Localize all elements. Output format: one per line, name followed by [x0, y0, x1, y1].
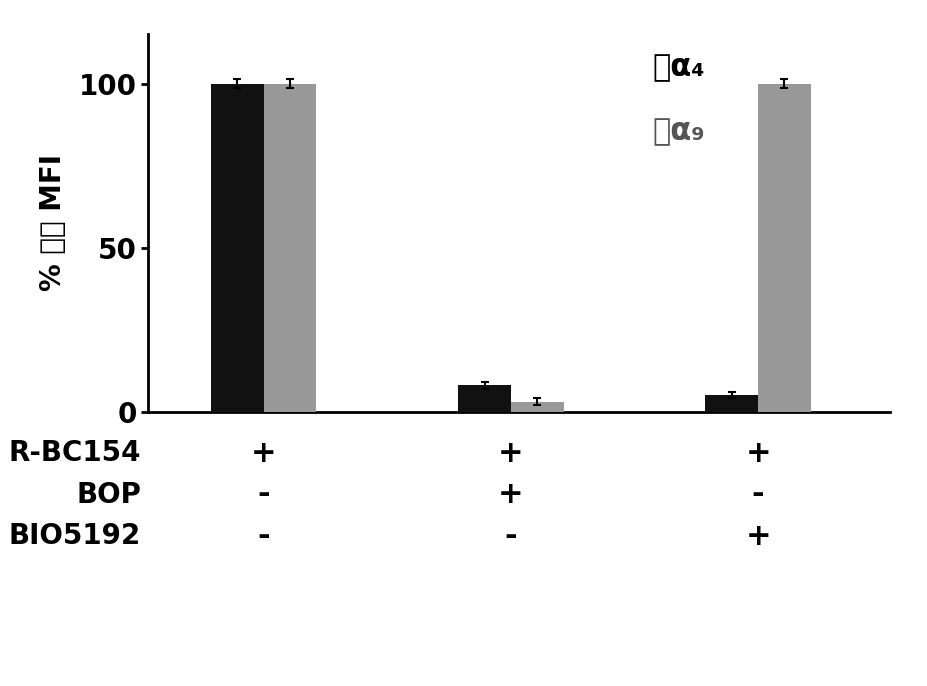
Text: R-BC154: R-BC154: [8, 439, 141, 467]
Text: -: -: [504, 521, 517, 551]
Bar: [263, 84, 316, 412]
Bar: [511, 402, 564, 412]
Bar: [758, 84, 811, 412]
Text: +: +: [498, 480, 524, 509]
Text: +: +: [498, 438, 524, 468]
Text: 人α₄: 人α₄: [653, 54, 705, 82]
Text: 人α₉: 人α₉: [653, 117, 705, 146]
Text: BOP: BOP: [76, 481, 141, 508]
Text: BIO5192: BIO5192: [8, 522, 141, 550]
Text: +: +: [745, 438, 771, 468]
Text: +: +: [251, 438, 276, 468]
Bar: [705, 395, 758, 412]
Text: -: -: [258, 521, 270, 551]
Bar: [211, 84, 263, 412]
Text: -: -: [752, 480, 765, 509]
Y-axis label: % 最大 MFI: % 最大 MFI: [40, 154, 68, 292]
Text: +: +: [745, 521, 771, 551]
Text: -: -: [258, 480, 270, 509]
Bar: [458, 386, 511, 412]
